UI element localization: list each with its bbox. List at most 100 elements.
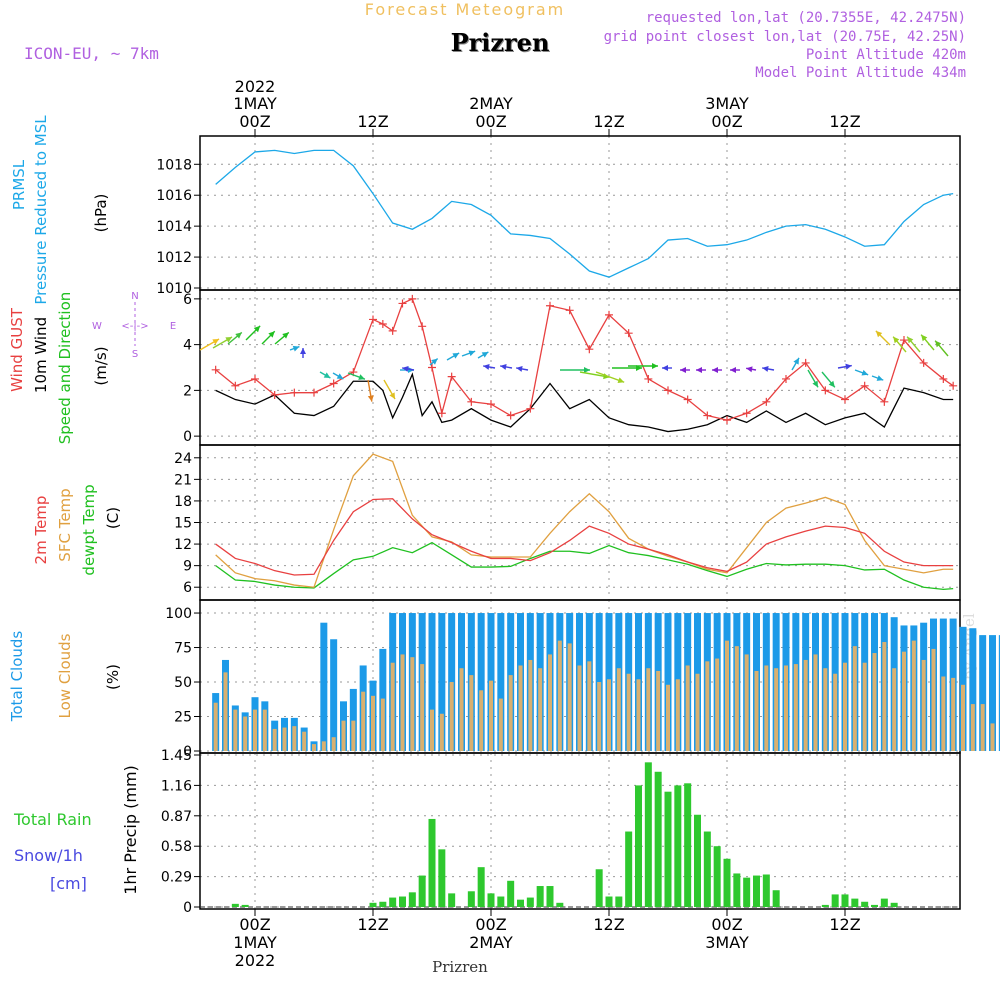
rain-bar (438, 849, 446, 907)
wind-direction-arrow (791, 357, 800, 371)
rain-bar (654, 771, 662, 907)
wind-arrow-head (212, 339, 220, 345)
wind-arrow-head (431, 358, 438, 365)
total-cloud-bar (349, 688, 357, 751)
wind-arrow-head (861, 369, 869, 376)
compass-e: E (170, 321, 176, 332)
x-label-hour-bottom: 12Z (357, 915, 388, 934)
panel-label-hpa: (hPa) (92, 194, 110, 233)
x-label-date-top: 1MAY (233, 94, 277, 113)
rain-bar (841, 894, 849, 907)
rain-bar (861, 901, 869, 907)
rain-bar (231, 903, 239, 907)
low-cloud-bar (783, 665, 788, 751)
low-cloud-bar (488, 680, 493, 751)
x-label-hour-top: 12Z (829, 112, 860, 131)
low-cloud-bar (262, 709, 267, 751)
rain-bar (851, 898, 859, 907)
wind-direction-arrow (875, 330, 891, 346)
wind-arrow-head (402, 366, 409, 372)
low-cloud-bar (331, 737, 336, 751)
low-cloud-bar (361, 691, 366, 751)
rain-bar (408, 892, 416, 907)
low-cloud-bar (852, 646, 857, 751)
low-cloud-bar (616, 668, 621, 751)
gust-marker (880, 397, 889, 406)
wind-direction-arrow (680, 367, 690, 373)
wind-arrow-head (584, 367, 590, 373)
low-cloud-bar (243, 716, 248, 751)
rain-bar (684, 783, 692, 907)
x-label-hour-bottom: 12Z (829, 915, 860, 934)
model-label: ICON-EU, ~ 7km (24, 44, 159, 63)
low-cloud-bar (557, 640, 562, 751)
wind-direction-arrow (662, 365, 672, 371)
wind-direction-arrow (854, 369, 869, 376)
rain-bar (752, 875, 760, 907)
low-cloud-bar (734, 646, 739, 751)
wind-direction-arrow (730, 367, 740, 373)
rain-bar (369, 902, 377, 907)
low-cloud-bar (508, 675, 513, 751)
low-cloud-bar (862, 662, 867, 751)
y-tick-label: 50 (174, 675, 192, 691)
low-cloud-bar (675, 679, 680, 751)
compass-w: W (92, 321, 102, 332)
wind-direction-arrow (402, 366, 415, 372)
low-cloud-bar (665, 684, 670, 751)
total-cloud-bar (428, 613, 436, 751)
rain-bar (644, 762, 652, 907)
rain-bar (536, 886, 544, 907)
low-cloud-bar (724, 640, 729, 751)
wind-direction-arrow (289, 345, 300, 352)
wind-arrow-head (358, 374, 365, 380)
low-cloud-bar (931, 648, 936, 751)
panel-label-2m-temp: 2m Temp (32, 496, 50, 565)
gust-marker (565, 306, 574, 315)
wind-direction-arrow (628, 363, 658, 369)
compass-n: N (131, 291, 138, 302)
gust-marker (722, 416, 731, 425)
gust-marker (683, 395, 692, 404)
low-cloud-bar (233, 709, 238, 751)
panel-label-ms: (m/s) (92, 346, 110, 385)
rain-bar (703, 831, 711, 907)
wind-arrow-head (253, 325, 261, 333)
rain-bar (605, 896, 613, 907)
total-cloud-bar (320, 622, 328, 751)
y-tick-label: 25 (174, 710, 192, 726)
y-tick-label: 1016 (156, 188, 192, 204)
gust-marker (270, 390, 279, 399)
y-tick-label: 18 (174, 494, 192, 510)
panel-label-direction: Speed and Direction (56, 292, 74, 445)
gust-marker (486, 400, 495, 409)
panel-label-c: (C) (104, 507, 122, 529)
gust-marker (408, 294, 417, 303)
low-cloud-bar (951, 677, 956, 751)
x-label-hour-bottom: 00Z (711, 915, 742, 934)
panel-label-pressure: Pressure Reduced to MSL (32, 115, 50, 305)
total-cloud-bar (969, 628, 977, 751)
wind-arrow-head (516, 366, 523, 372)
rain-bar (821, 904, 829, 907)
panel-label-total-clouds: Total Clouds (8, 631, 26, 723)
rain-bar (723, 858, 731, 907)
low-cloud-bar (223, 672, 228, 751)
rain-bar (241, 904, 249, 907)
low-cloud-bar (547, 654, 552, 751)
low-cloud-bar (351, 720, 356, 751)
wind-direction-arrow (199, 338, 220, 351)
panel-frame (199, 752, 961, 910)
gust-marker (939, 374, 948, 383)
low-cloud-bar (774, 668, 779, 751)
x-label-hour-bottom: 00Z (475, 915, 506, 934)
gust-marker (251, 374, 259, 383)
gust-marker (388, 326, 397, 335)
gust-marker (231, 381, 240, 390)
low-cloud-bar (941, 676, 946, 751)
low-cloud-bar (803, 659, 808, 751)
rain-bar (664, 791, 672, 907)
rain-bar (477, 867, 485, 907)
sfc-temp-line (215, 453, 954, 588)
y-tick-label: 6 (183, 580, 192, 596)
